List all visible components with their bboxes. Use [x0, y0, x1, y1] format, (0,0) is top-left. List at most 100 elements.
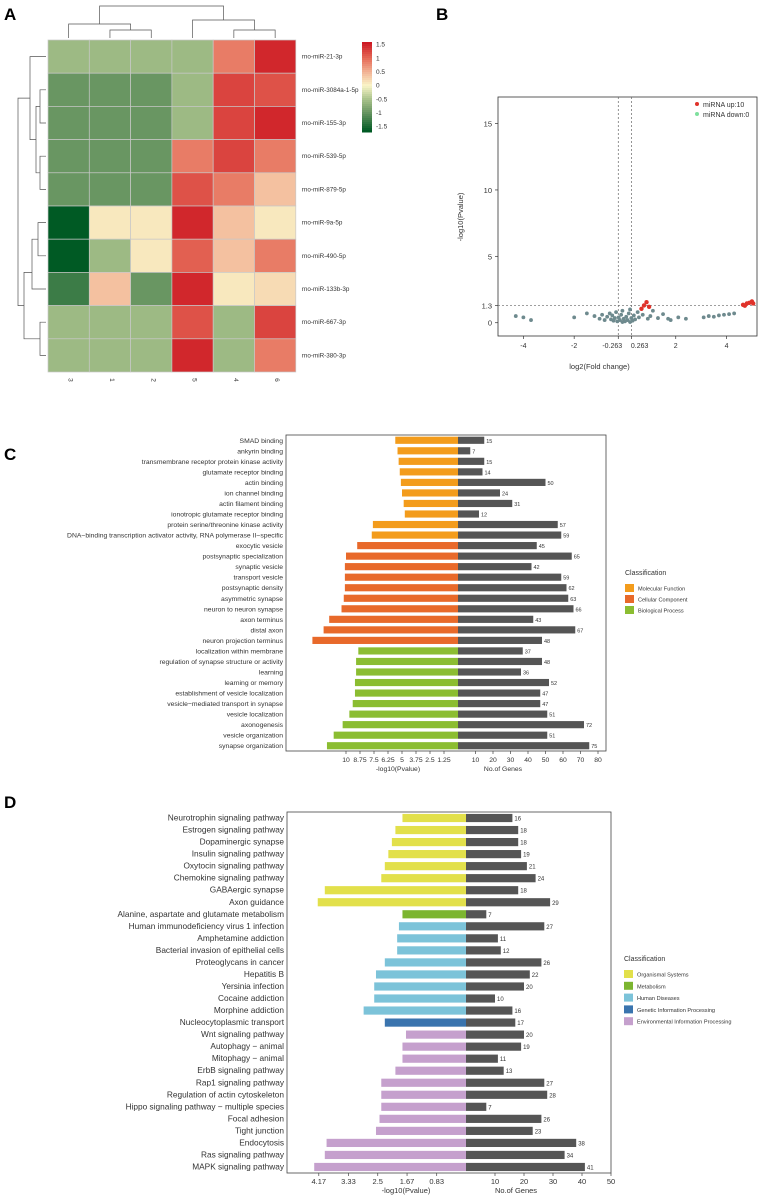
category-label: distal axon: [251, 627, 284, 634]
nonsignificant-point: [676, 315, 681, 320]
row-label: rno-miR-490-5p: [302, 253, 347, 260]
heatmap-cell: [47, 172, 90, 207]
gene-count-bar: [466, 1066, 504, 1075]
pvalue-bar: [358, 647, 458, 655]
gene-count-label: 48: [544, 639, 550, 645]
gene-count-label: 20: [526, 985, 533, 991]
gene-count-bar: [458, 668, 521, 676]
heatmap-cell: [130, 205, 173, 240]
nonsignificant-point: [625, 318, 630, 322]
color-scale-segment: [362, 128, 372, 131]
nonsignificant-point: [635, 310, 640, 314]
category-label: neuron to neuron synapse: [204, 606, 283, 613]
category-label: localization within membrane: [196, 648, 283, 655]
x-tick-label: -4: [520, 343, 526, 350]
pvalue-bar: [384, 958, 466, 967]
gene-count-bar: [458, 573, 562, 581]
category-label: GABAergic synapse: [210, 885, 285, 895]
category-label: Alanine, aspartate and glutamate metabol…: [118, 909, 285, 919]
heatmap-cell: [212, 39, 255, 74]
nonsignificant-point: [645, 316, 650, 321]
gene-count-label: 51: [549, 734, 555, 740]
column-dendrogram-branch: [68, 23, 131, 38]
x-tick-label: -0.263: [602, 343, 622, 350]
color-scale-segment: [362, 108, 372, 111]
category-label: Cocaine addiction: [218, 993, 284, 1003]
gene-count-bar: [458, 489, 500, 497]
heatmap-cell: [254, 305, 297, 340]
gene-count-label: 22: [532, 973, 539, 979]
gene-count-label: 18: [520, 889, 527, 895]
pvalue-bar: [354, 689, 458, 697]
row-dendrogram-branch: [17, 97, 30, 306]
gene-count-label: 11: [500, 937, 507, 943]
pvalue-bar: [402, 910, 466, 919]
heatmap-cell: [47, 338, 90, 373]
legend-swatch: [624, 970, 633, 978]
pvalue-bar: [395, 436, 458, 444]
heatmap-cell: [212, 172, 255, 207]
gene-count-bar: [458, 499, 513, 508]
x-tick-label: 4: [725, 343, 729, 350]
gene-count-label: 34: [567, 1153, 574, 1159]
category-label: Amphetamine addiction: [197, 933, 284, 943]
row-label: rno-miR-380-3p: [302, 352, 347, 359]
pvalue-bar: [357, 542, 458, 550]
category-label: Hippo signaling pathway − multiple speci…: [126, 1101, 284, 1111]
heatmap-cell: [130, 238, 173, 273]
heatmap-cell: [212, 106, 255, 140]
heatmap-cell: [47, 205, 90, 240]
column-label: 1: [108, 378, 115, 382]
x-tick-label: 70: [577, 757, 585, 764]
category-label: glutamate receptor binding: [203, 469, 284, 476]
pvalue-bar: [398, 457, 458, 465]
nonsignificant-point: [610, 313, 615, 318]
nonsignificant-point: [706, 314, 711, 318]
category-label: Proteoglycans in cancer: [195, 957, 284, 967]
heatmap-cell: [88, 238, 131, 273]
color-scale-segment: [362, 112, 372, 115]
up-point: [742, 303, 748, 308]
nonsignificant-point: [614, 310, 618, 314]
category-label: Endocytosis: [239, 1137, 284, 1147]
x-tick-label: 60: [559, 757, 567, 764]
x-tick-label: 2.5: [425, 757, 435, 764]
color-scale-segment: [362, 88, 372, 91]
pvalue-bar: [356, 668, 458, 676]
gene-count-label: 75: [591, 744, 597, 750]
color-scale-segment: [362, 66, 372, 69]
gene-count-label: 12: [481, 513, 487, 519]
pvalue-bar: [344, 584, 458, 592]
x-axis-label-left: -log10(Pvalue): [382, 1186, 431, 1195]
x-tick-label: 50: [607, 1177, 615, 1186]
row-label: rno-miR-9a-5p: [302, 220, 343, 227]
pvalue-bar: [381, 874, 466, 883]
category-label: neuron projection terminus: [203, 638, 284, 645]
gene-count-bar: [466, 1102, 487, 1111]
heatmap-cell: [171, 338, 214, 373]
y-axis-label: -log10(Pvalue): [456, 192, 465, 241]
gene-count-label: 19: [523, 853, 530, 859]
category-label: establishment of vesicle localization: [175, 691, 283, 698]
heatmap-cell: [212, 338, 255, 373]
pvalue-bar: [395, 825, 466, 835]
heatmap-cell: [47, 238, 90, 273]
legend-up-marker: [695, 102, 699, 106]
category-label: Nucleocytoplasmic transport: [180, 1017, 285, 1027]
category-label: Neurotrophin signaling pathway: [168, 813, 285, 823]
heatmap-cell: [130, 139, 173, 174]
kegg-bar-panel: 16 Neurotrophin signaling pathway 18 Estrog…: [118, 811, 732, 1195]
category-label: learning or memory: [224, 680, 283, 687]
column-dendrogram-branch: [233, 29, 276, 38]
pvalue-bar: [363, 1006, 466, 1015]
pvalue-bar: [400, 478, 458, 486]
y-tick-label: 5: [488, 252, 492, 261]
color-scale-segment: [362, 68, 372, 71]
gene-count-bar: [466, 922, 545, 931]
row-label: rno-miR-539-5p: [302, 153, 347, 160]
x-tick-label: 40: [524, 757, 532, 764]
pvalue-bar: [323, 626, 458, 634]
up-point: [641, 303, 647, 308]
gene-count-bar: [458, 689, 541, 697]
heatmap-cell: [254, 238, 297, 273]
